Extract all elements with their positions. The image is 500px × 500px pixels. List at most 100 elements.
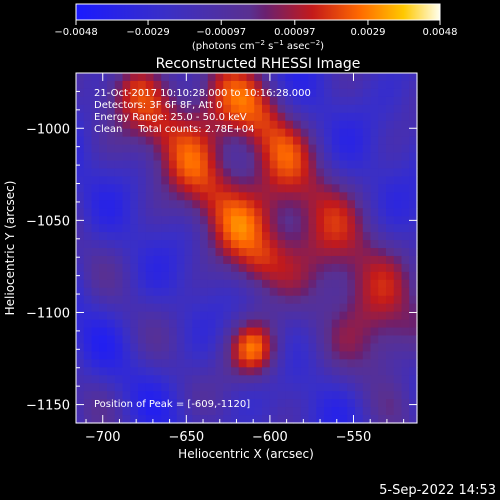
heatmap-cell [99,136,108,146]
heatmap-cell [370,88,379,98]
heatmap-cell [285,295,294,305]
heatmap-cell [355,415,364,424]
heatmap-cell [176,271,186,281]
heatmap-cell [145,200,155,209]
heatmap-cell [153,73,162,82]
heatmap-cell [285,399,294,408]
heatmap-cell [200,279,209,289]
heatmap-cell [393,104,403,114]
heatmap-cell [401,240,410,249]
heatmap-cell [324,128,333,138]
heatmap-cell [184,391,193,400]
heatmap-cell [316,295,325,305]
heatmap-cell [161,144,170,154]
heatmap-cell [122,120,131,130]
heatmap-cell [262,383,271,392]
heatmap-cell [401,224,410,233]
heatmap-cell [192,415,201,424]
heatmap-cell [145,407,155,416]
heatmap-cell [339,271,348,281]
x-tick-label: −650 [168,430,204,445]
heatmap-cell [176,232,186,241]
heatmap-cell [122,311,131,321]
heatmap-cell [231,128,240,138]
heatmap-cell [308,255,317,265]
heatmap-cell [99,263,108,273]
heatmap-cell [277,240,286,249]
heatmap-cell [215,311,224,321]
heatmap-cell [83,255,93,265]
heatmap-cell [277,319,286,329]
heatmap-cell [277,391,286,400]
heatmap-cell [176,224,186,233]
heatmap-cell [254,335,263,345]
heatmap-cell [262,271,271,281]
heatmap-cell [316,335,325,345]
heatmap-cell [339,200,348,209]
heatmap-cell [293,128,302,138]
heatmap-cell [223,351,232,360]
heatmap-cell [99,287,108,297]
heatmap-cell [223,224,232,233]
heatmap-cell [99,367,108,376]
heatmap-cell [161,224,170,233]
heatmap-cell [409,224,418,233]
heatmap-cell [293,375,302,384]
heatmap-cell [176,216,186,225]
heatmap-cell [254,367,263,376]
heatmap-cell [76,168,85,178]
heatmap-cell [347,176,356,185]
heatmap-cell [300,96,310,106]
heatmap-cell [308,73,317,82]
heatmap-cell [331,152,341,162]
heatmap-cell [145,279,155,289]
heatmap-cell [262,303,271,313]
heatmap-cell [184,208,193,217]
heatmap-cell [331,327,341,337]
heatmap-cell [231,407,240,416]
heatmap-cell [409,303,418,313]
heatmap-cell [355,160,364,170]
heatmap-cell [231,263,240,273]
heatmap-cell [184,359,193,368]
heatmap-cell [176,96,186,106]
heatmap-cell [401,407,410,416]
heatmap-cell [161,128,170,138]
heatmap-cell [184,263,193,273]
heatmap-cell [285,112,294,122]
heatmap-cell [231,255,240,265]
heatmap-cell [169,80,178,90]
heatmap-cell [285,240,294,249]
heatmap-cell [184,335,193,345]
heatmap-cell [207,367,217,376]
heatmap-cell [331,359,341,368]
heatmap-cell [169,232,178,241]
heatmap-cell [169,104,178,114]
heatmap-cell [138,303,147,313]
heatmap-cell [362,104,372,114]
heatmap-cell [176,248,186,257]
heatmap-cell [262,415,271,424]
heatmap-cell [130,184,139,193]
heatmap-cell [138,255,147,265]
heatmap-cell [355,184,364,193]
heatmap-cell [316,168,325,178]
heatmap-cell [145,224,155,233]
heatmap-cell [378,112,387,122]
heatmap-cell [83,152,93,162]
heatmap-cell [169,136,178,146]
heatmap-cell [308,96,317,106]
heatmap-cell [83,359,93,368]
heatmap-cell [293,327,302,337]
heatmap-cell [386,120,395,130]
heatmap-cell [215,216,224,225]
heatmap-cell [285,168,294,178]
heatmap-cell [362,327,372,337]
heatmap-cell [362,232,372,241]
heatmap-cell [277,263,286,273]
heatmap-cell [130,351,139,360]
heatmap-cell [355,96,364,106]
heatmap-cell [393,303,403,313]
heatmap-cell [122,399,131,408]
heatmap-cell [355,232,364,241]
